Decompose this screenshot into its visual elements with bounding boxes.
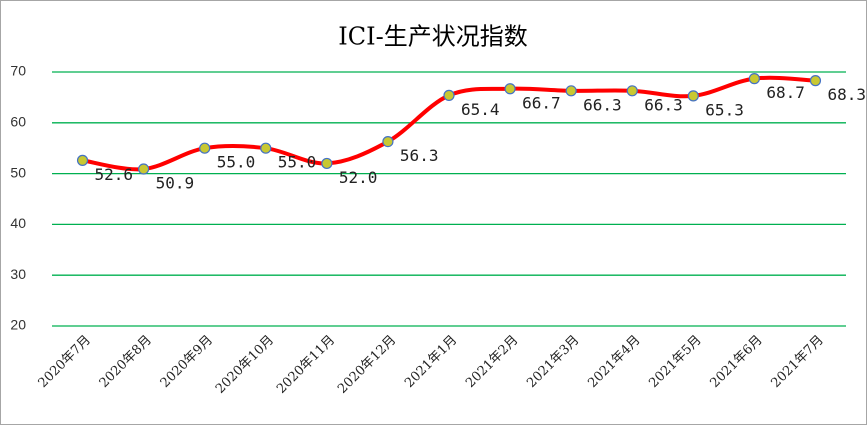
data-label: 66.3 (583, 95, 622, 114)
data-label: 68.3 (827, 85, 866, 104)
marker (687, 90, 699, 102)
data-label: 50.9 (156, 174, 195, 193)
marker (76, 154, 89, 166)
data-label: 66.3 (644, 95, 683, 114)
data-label: 52.6 (95, 165, 134, 184)
y-tick-label: 60 (10, 114, 26, 130)
marker (382, 135, 394, 148)
data-label: 68.7 (766, 83, 805, 102)
y-tick-label: 20 (10, 317, 26, 333)
y-tick-label: 70 (10, 63, 26, 79)
y-tick-label: 50 (10, 164, 26, 180)
marker (504, 83, 516, 95)
data-label: 66.7 (522, 93, 561, 112)
marker (626, 85, 638, 97)
data-label: 56.3 (400, 146, 439, 165)
data-label: 52.0 (339, 168, 378, 187)
marker (138, 163, 150, 175)
y-tick-label: 30 (10, 266, 26, 282)
marker (809, 75, 822, 87)
data-label: 65.4 (461, 100, 500, 119)
data-label: 65.3 (705, 100, 744, 119)
y-tick-label: 40 (10, 215, 26, 231)
marker (565, 85, 577, 97)
marker (199, 142, 211, 154)
marker (321, 157, 333, 170)
data-label: 55.0 (217, 153, 256, 172)
marker (260, 142, 272, 154)
marker (443, 89, 455, 101)
marker (748, 73, 760, 85)
chart-title: ICI-生产状况指数 (338, 23, 527, 51)
data-label: 55.0 (278, 153, 317, 172)
